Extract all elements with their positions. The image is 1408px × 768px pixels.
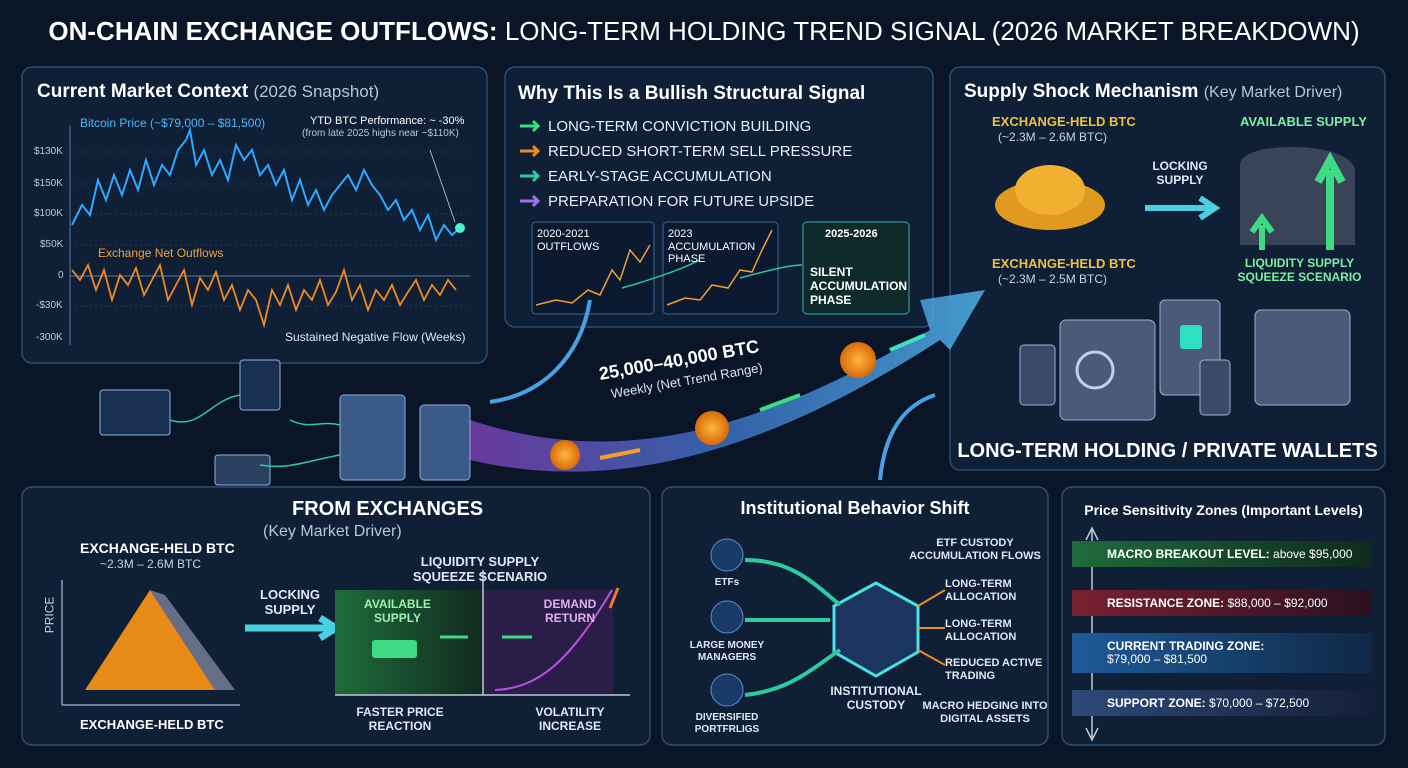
institutional-visuals <box>710 538 946 707</box>
phase-label: 2020-2021 OUTFLOWS <box>537 228 600 253</box>
phase-boxes <box>531 221 910 315</box>
zone-label: RESISTANCE ZONE: <box>1107 595 1225 610</box>
locking-label: LOCKING SUPPLY <box>1152 159 1208 187</box>
zone: RESISTANCE ZONE: $88,000 – $92,000 <box>1072 590 1372 616</box>
output-label: LONG-TERM ALLOCATION <box>945 618 1017 643</box>
bullet: LONG-TERM CONVICTION BUILDING <box>548 118 812 135</box>
source-label: DIVERSIFIED PORTFRLIGS <box>694 712 760 735</box>
center-label: INSTITUTIONAL CUSTODY <box>830 684 922 712</box>
flow-chevrons <box>599 333 926 460</box>
source-label: ETFs <box>714 577 740 588</box>
volatility-label: VOLATILITY INCREASE <box>535 705 605 733</box>
held-label: EXCHANGE-HELD BTC <box>992 256 1136 271</box>
subtitle: (Key Market Driver) <box>1203 84 1343 101</box>
demand-label: DEMAND RETURN <box>543 597 597 625</box>
bullet: REDUCED SHORT-TERM SELL PRESSURE <box>548 143 853 160</box>
axis-label: 0 <box>58 270 64 281</box>
title-main: Supply Shock Mechanism <box>964 81 1199 102</box>
output-label: ETF CUSTODY ACCUMULATION FLOWS <box>909 537 1041 562</box>
exchange-visuals <box>61 570 630 706</box>
axis-label: $130K <box>34 146 63 157</box>
axis-label: $50K <box>40 239 64 250</box>
curve-arrow <box>489 299 592 404</box>
bullet: EARLY-STAGE ACCUMULATION <box>548 168 772 185</box>
panel-title: Institutional Behavior Shift <box>740 498 970 518</box>
panel-title: Current Market Context (2026 Snapshot) <box>37 81 379 103</box>
held-range: (~2.3M – 2.5M BTC) <box>998 272 1108 286</box>
bullet: PREPARATION FOR FUTURE UPSIDE <box>548 193 815 210</box>
zone-bars <box>1072 526 1372 742</box>
title-main: Current Market Context <box>37 81 249 102</box>
output-label: REDUCED ACTIVE TRADING <box>945 657 1043 682</box>
market-chart <box>69 125 470 345</box>
subtitle: (Key Market Driver) <box>263 523 402 540</box>
zone-range: $88,000 – $92,000 <box>1227 595 1328 610</box>
held-label: EXCHANGE-HELD BTC <box>992 114 1136 129</box>
held-range: (~2.3M – 2.6M BTC) <box>998 130 1108 144</box>
available-label: AVAILABLE SUPPLY <box>364 597 431 625</box>
zone-label: SUPPORT ZONE: <box>1107 695 1206 710</box>
ytd: YTD BTC Performance: ~ -30% <box>310 115 465 127</box>
x-axis-label: EXCHANGE-HELD BTC <box>80 717 224 732</box>
zone: CURRENT TRADING ZONE: $79,000 – $81,500 <box>1072 633 1372 673</box>
zone: MACRO BREAKOUT LEVEL: above $95,000 <box>1072 541 1372 567</box>
title-lead: ON-CHAIN EXCHANGE OUTFLOWS: <box>48 16 498 46</box>
panel-title: Supply Shock Mechanism (Key Market Drive… <box>964 81 1342 103</box>
zone-range: $70,000 – $72,500 <box>1209 695 1310 710</box>
wallets-label: LONG-TERM HOLDING / PRIVATE WALLETS <box>957 440 1378 462</box>
zone-range: above $95,000 <box>1273 546 1353 561</box>
phase-note: SILENT ACCUMULATION PHASE <box>810 265 908 307</box>
zone: SUPPORT ZONE: $70,000 – $72,500 <box>1072 690 1372 716</box>
output-label: LONG-TERM ALLOCATION <box>945 578 1017 603</box>
phase-label: 2025-2026 <box>825 228 878 240</box>
devices <box>99 359 471 486</box>
curve-arrow <box>878 393 936 481</box>
flow-arrow <box>470 290 985 472</box>
axis-label: $100K <box>34 208 63 219</box>
title-rest: LONG-TERM HOLDING TREND SIGNAL (2026 MAR… <box>504 16 1360 46</box>
squeeze-label: LIQUIDITY SUPPLY SQUEEZE SCENARIO <box>412 554 548 584</box>
axis-label: -300K <box>36 332 63 343</box>
output-label: MACRO HEDGING INTO DIGITAL ASSETS <box>922 700 1048 725</box>
axis-label: $150K <box>34 178 63 189</box>
y-axis-label: PRICE <box>42 596 57 634</box>
bullet-arrows <box>520 119 541 208</box>
faster-label: FASTER PRICE REACTION <box>356 705 444 733</box>
ytd-note: (from late 2025 highs near ~$110K) <box>302 128 459 139</box>
flow-note: Sustained Negative Flow (Weeks) <box>285 330 466 344</box>
panel-title: Why This Is a Bullish Structural Signal <box>518 83 866 104</box>
page-title: ON-CHAIN EXCHANGE OUTFLOWS: LONG-TERM HO… <box>0 16 1408 47</box>
source-label: LARGE MONEY MANAGERS <box>689 640 765 663</box>
supply-visuals <box>995 146 1355 421</box>
zone-label: MACRO BREAKOUT LEVEL: <box>1107 546 1270 561</box>
phase-label: 2023 ACCUMULATION PHASE <box>668 228 756 266</box>
available-label: AVAILABLE SUPPLY <box>1240 114 1367 129</box>
zone-label: CURRENT TRADING ZONE: <box>1107 639 1265 653</box>
price-label: Bitcoin Price (~$79,000 – $81,500) <box>80 116 266 130</box>
held-label: EXCHANGE-HELD BTC <box>80 540 235 556</box>
panel-title: FROM EXCHANGES <box>292 498 484 520</box>
outflow-label: Exchange Net Outflows <box>98 246 224 260</box>
locking-label: LOCKING SUPPLY <box>260 587 320 617</box>
axis-label: -$30K <box>36 300 63 311</box>
subtitle: (2026 Snapshot) <box>253 82 380 101</box>
held-range: ~2.3M – 2.6M BTC <box>100 557 202 571</box>
zone-range: $79,000 – $81,500 <box>1107 652 1208 666</box>
squeeze-label: LIQUIDITY SUPPLY SQUEEZE SCENARIO <box>1237 256 1362 284</box>
panel-title: Price Sensitivity Zones (Important Level… <box>1084 502 1363 518</box>
